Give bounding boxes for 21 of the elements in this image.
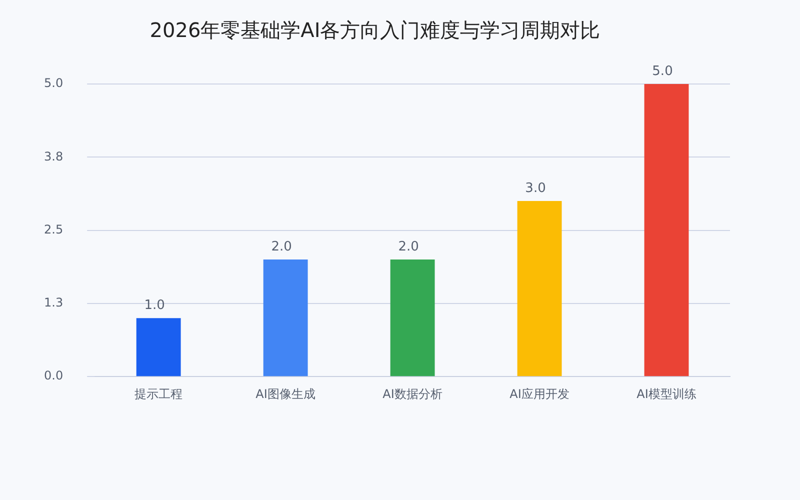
y-tick-label: 5.0 (44, 76, 64, 90)
y-tick-label: 0.0 (44, 368, 64, 383)
data-label: 5.0 (652, 64, 673, 79)
data-label: 2.0 (398, 239, 419, 254)
x-tick-label: AI图像生成 (256, 386, 316, 401)
bar (390, 260, 435, 376)
x-tick-label: AI模型训练 (636, 386, 696, 401)
bar (644, 84, 689, 376)
x-tick-label: AI数据分析 (382, 386, 442, 401)
x-tick-label: AI应用开发 (510, 386, 570, 401)
y-tick-label: 2.5 (44, 222, 64, 236)
bar (263, 260, 308, 376)
y-tick-label: 3.8 (44, 149, 64, 164)
x-tick-label: 提示工程 (134, 386, 183, 401)
data-label: 3.0 (525, 180, 546, 196)
chart-title: 2026年零基础学AI各方向入门难度与学习周期对比 (150, 18, 600, 42)
bar (517, 201, 562, 376)
data-label: 1.0 (144, 298, 165, 313)
data-label: 2.0 (271, 239, 292, 254)
bar (136, 318, 181, 376)
y-tick-label: 1.3 (44, 296, 64, 310)
